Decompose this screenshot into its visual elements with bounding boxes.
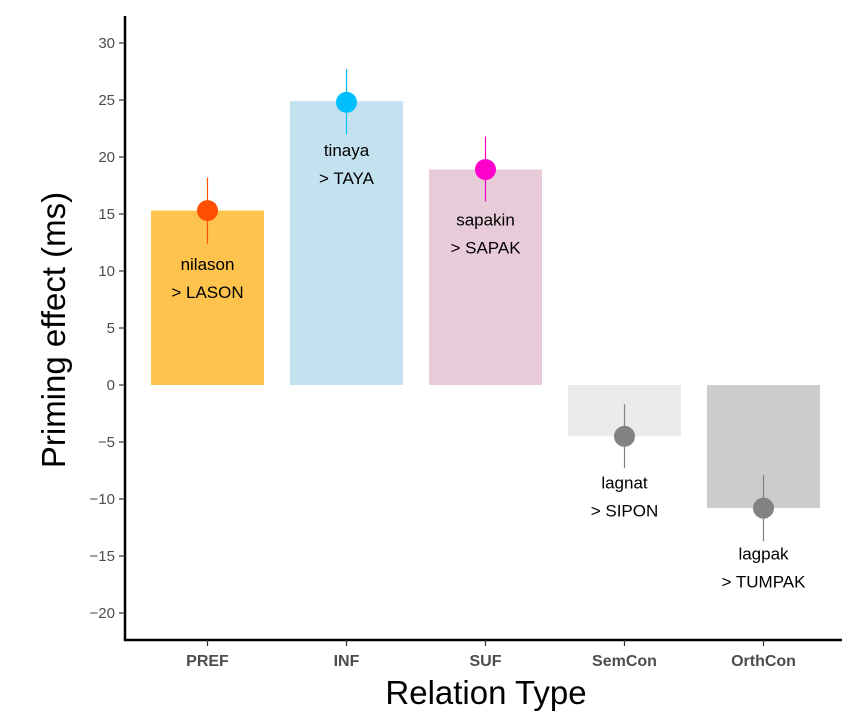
y-tick-label: 25 <box>98 92 115 109</box>
x-tick-label-pref: PREF <box>186 653 229 670</box>
y-tick-label: −15 <box>90 548 115 565</box>
bar-annotation-target-inf: > TAYA <box>319 169 375 188</box>
bar-inf <box>290 101 403 385</box>
point-inf <box>336 91 357 113</box>
point-semcon <box>614 425 635 447</box>
bar-annotation-word-pref: nilason <box>181 255 235 274</box>
x-tick-label-semcon: SemCon <box>592 653 657 670</box>
point-pref <box>197 200 218 222</box>
x-tick-label-inf: INF <box>334 653 360 670</box>
bar-annotation-target-suf: > SAPAK <box>450 238 521 257</box>
bar-annotation-target-semcon: > SIPON <box>591 502 659 521</box>
bar-annotations-group: nilason > LASON tinaya > TAYA sapakin > SAPAK… <box>171 141 806 592</box>
bar-suf <box>429 169 542 385</box>
y-axis-title: Priming effect (ms) <box>35 192 72 468</box>
bar-annotation-target-orthcon: > TUMPAK <box>722 572 807 591</box>
x-tick-label-suf: SUF <box>470 653 502 670</box>
y-tick-label: 10 <box>98 263 115 280</box>
y-tick-label: 0 <box>107 377 115 394</box>
bar-annotation-target-pref: > LASON <box>171 283 243 302</box>
y-tick-label: −10 <box>90 491 115 508</box>
y-tick-label: 30 <box>98 35 115 52</box>
points-group <box>197 91 774 519</box>
y-tick-label: −20 <box>90 605 115 622</box>
y-tick-label: −5 <box>98 434 115 451</box>
bar-annotation-word-semcon: lagnat <box>601 474 648 493</box>
point-suf <box>475 159 496 181</box>
y-tick-label: 5 <box>107 320 115 337</box>
point-orthcon <box>753 497 774 519</box>
bar-annotation-word-suf: sapakin <box>456 210 515 229</box>
x-axis-title: Relation Type <box>385 674 586 711</box>
y-tick-label: 20 <box>98 149 115 166</box>
x-tick-label-orthcon: OrthCon <box>731 653 796 670</box>
y-tick-label: 15 <box>98 206 115 223</box>
bar-annotation-word-orthcon: lagpak <box>738 544 789 563</box>
axes-group: −20 −15 −10 −5 0 5 10 15 20 25 30 PREF INF SUF SemCon O… <box>90 16 842 670</box>
bar-annotation-word-inf: tinaya <box>324 141 370 160</box>
